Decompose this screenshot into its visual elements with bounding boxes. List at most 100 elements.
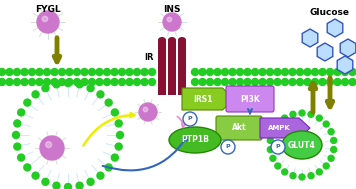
Circle shape xyxy=(167,17,172,22)
Circle shape xyxy=(24,99,31,106)
Text: AMPK: AMPK xyxy=(268,125,290,131)
Circle shape xyxy=(53,81,60,88)
Circle shape xyxy=(51,78,58,85)
Text: PTP1B: PTP1B xyxy=(181,136,209,145)
Circle shape xyxy=(40,136,64,160)
Circle shape xyxy=(323,121,329,127)
Circle shape xyxy=(267,78,273,85)
Circle shape xyxy=(116,132,124,139)
Circle shape xyxy=(274,68,281,75)
Circle shape xyxy=(304,78,311,85)
Circle shape xyxy=(46,142,52,148)
Circle shape xyxy=(111,109,118,116)
Circle shape xyxy=(236,78,244,85)
Text: PI3K: PI3K xyxy=(240,94,260,104)
FancyBboxPatch shape xyxy=(216,116,262,140)
Circle shape xyxy=(87,178,94,185)
Circle shape xyxy=(73,78,80,85)
Circle shape xyxy=(183,112,197,126)
Circle shape xyxy=(104,68,110,75)
Circle shape xyxy=(282,78,288,85)
Circle shape xyxy=(105,99,112,106)
Circle shape xyxy=(334,68,341,75)
Circle shape xyxy=(126,78,133,85)
Polygon shape xyxy=(337,56,353,74)
Ellipse shape xyxy=(178,37,186,43)
Circle shape xyxy=(304,68,311,75)
Circle shape xyxy=(308,111,314,117)
Circle shape xyxy=(89,78,95,85)
Circle shape xyxy=(12,132,20,139)
Circle shape xyxy=(28,78,36,85)
Circle shape xyxy=(66,78,73,85)
Text: Glucose: Glucose xyxy=(310,8,350,17)
Circle shape xyxy=(316,115,322,121)
Circle shape xyxy=(14,68,21,75)
Circle shape xyxy=(206,78,214,85)
Circle shape xyxy=(319,68,326,75)
Circle shape xyxy=(199,78,206,85)
Circle shape xyxy=(349,78,356,85)
Circle shape xyxy=(274,78,281,85)
Circle shape xyxy=(326,68,334,75)
Circle shape xyxy=(14,143,21,150)
Circle shape xyxy=(244,68,251,75)
Ellipse shape xyxy=(168,37,176,43)
Circle shape xyxy=(328,129,334,135)
Circle shape xyxy=(229,68,236,75)
Circle shape xyxy=(299,174,305,180)
Circle shape xyxy=(18,109,25,116)
Circle shape xyxy=(28,68,36,75)
Circle shape xyxy=(244,78,251,85)
Polygon shape xyxy=(327,19,343,37)
Circle shape xyxy=(73,68,80,75)
Circle shape xyxy=(221,78,229,85)
Circle shape xyxy=(148,78,156,85)
Circle shape xyxy=(139,103,157,121)
Circle shape xyxy=(221,140,235,154)
Circle shape xyxy=(21,78,28,85)
Circle shape xyxy=(148,68,156,75)
Circle shape xyxy=(32,172,39,179)
Text: P: P xyxy=(226,145,230,149)
Circle shape xyxy=(316,169,322,175)
Circle shape xyxy=(326,78,334,85)
Circle shape xyxy=(289,68,296,75)
Polygon shape xyxy=(302,29,318,47)
Polygon shape xyxy=(340,39,356,57)
Circle shape xyxy=(259,68,266,75)
Polygon shape xyxy=(260,118,310,138)
Circle shape xyxy=(206,68,214,75)
Circle shape xyxy=(76,182,83,189)
Circle shape xyxy=(163,13,181,31)
Circle shape xyxy=(14,78,21,85)
Circle shape xyxy=(18,154,25,161)
Circle shape xyxy=(111,68,118,75)
Circle shape xyxy=(0,78,5,85)
Circle shape xyxy=(267,146,273,153)
Circle shape xyxy=(6,68,13,75)
Circle shape xyxy=(259,78,266,85)
Circle shape xyxy=(42,16,48,22)
Circle shape xyxy=(66,68,73,75)
Circle shape xyxy=(81,68,88,75)
Circle shape xyxy=(141,78,148,85)
Circle shape xyxy=(115,143,122,150)
Circle shape xyxy=(119,78,126,85)
Circle shape xyxy=(275,121,281,127)
Circle shape xyxy=(115,120,122,127)
Circle shape xyxy=(221,68,229,75)
Circle shape xyxy=(81,78,88,85)
Circle shape xyxy=(331,137,337,143)
Circle shape xyxy=(43,68,51,75)
Text: IR: IR xyxy=(145,53,154,63)
Circle shape xyxy=(76,81,83,88)
Circle shape xyxy=(97,91,104,98)
Circle shape xyxy=(53,182,60,189)
Circle shape xyxy=(87,85,94,92)
Circle shape xyxy=(282,68,288,75)
Circle shape xyxy=(32,91,39,98)
Circle shape xyxy=(42,85,49,92)
Ellipse shape xyxy=(158,37,166,43)
Circle shape xyxy=(267,137,273,143)
